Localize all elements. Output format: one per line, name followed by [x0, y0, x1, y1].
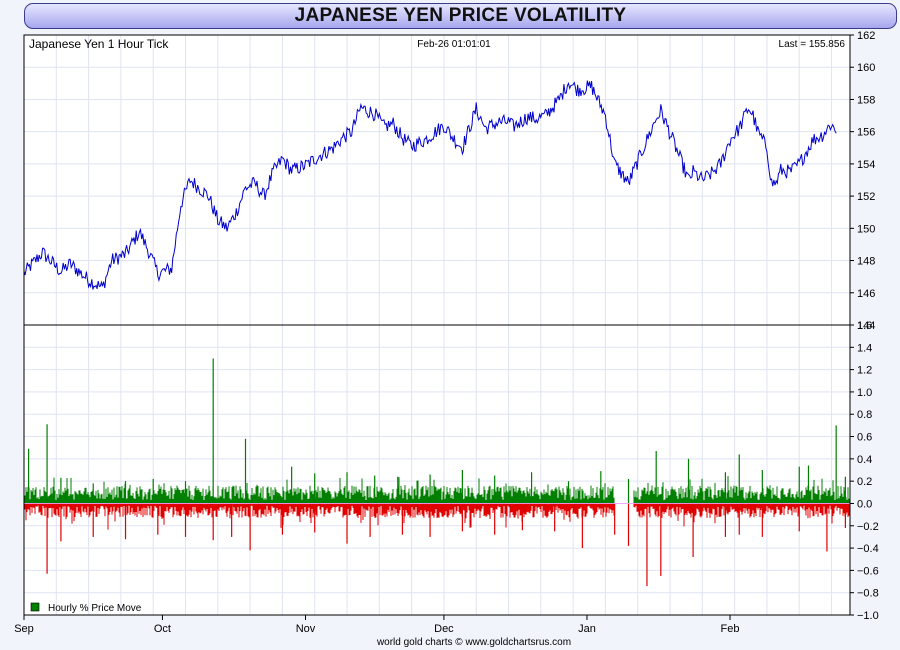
volatility-y-tick-label: 0.0 — [857, 498, 872, 510]
volatility-y-tick-label: 0.8 — [857, 409, 872, 421]
legend-swatch — [30, 602, 40, 612]
x-tick-label: Feb — [721, 623, 740, 635]
price-y-tick-label: 160 — [857, 62, 875, 74]
price-line — [23, 80, 837, 290]
price-y-tick-label: 146 — [857, 288, 875, 300]
chart-title-bar: JAPANESE YEN PRICE VOLATILITY — [24, 3, 897, 29]
volatility-y-tick-label: −0.4 — [857, 543, 879, 555]
x-tick-label: Nov — [296, 623, 316, 635]
x-tick-label: Jan — [578, 623, 596, 635]
price-y-tick-label: 154 — [857, 159, 875, 171]
volatility-y-tick-label: 0.2 — [857, 476, 872, 488]
price-line-group — [23, 80, 837, 290]
price-y-tick-label: 152 — [857, 191, 875, 203]
x-axis-ticks: Sep Oct Nov Dec Jan Feb — [14, 615, 740, 635]
volatility-y-tick-label: 1.2 — [857, 365, 872, 377]
chart-title: JAPANESE YEN PRICE VOLATILITY — [294, 5, 627, 26]
timestamp-label: Feb-26 01:01:01 — [417, 39, 491, 50]
volatility-y-tick-label: 0.4 — [857, 454, 872, 466]
y-axis-ticks: 144 146 148 150 152 154 156 158 160 162 −1.0 −0.8 −0… — [850, 30, 879, 622]
volatility-y-tick-label: −0.6 — [857, 565, 879, 577]
legend-label: Hourly % Price Move — [48, 603, 142, 614]
price-y-tick-label: 144 — [857, 320, 875, 332]
price-y-tick-label: 162 — [857, 30, 875, 42]
price-y-tick-label: 148 — [857, 256, 875, 268]
volatility-y-tick-label: 1.0 — [857, 387, 872, 399]
footer-credit: world gold charts © www.goldchartsrus.co… — [376, 637, 571, 648]
volatility-y-tick-label: 1.6 — [857, 320, 872, 332]
volatility-y-tick-label: 1.4 — [857, 342, 872, 354]
price-y-tick-label: 150 — [857, 223, 875, 235]
price-y-tick-label: 158 — [857, 94, 875, 106]
volatility-y-tick-label: −0.2 — [857, 521, 879, 533]
volatility-bars — [24, 358, 850, 586]
last-price-label: Last = 155.856 — [779, 39, 846, 50]
volatility-y-tick-label: −0.8 — [857, 588, 879, 600]
series-label: Japanese Yen 1 Hour Tick — [29, 37, 169, 51]
volatility-y-tick-label: −1.0 — [857, 610, 879, 622]
price-y-tick-label: 156 — [857, 127, 875, 139]
x-tick-label: Dec — [434, 623, 454, 635]
x-tick-label: Sep — [14, 623, 34, 635]
volatility-y-tick-label: 0.6 — [857, 432, 872, 444]
x-tick-label: Oct — [154, 623, 171, 635]
